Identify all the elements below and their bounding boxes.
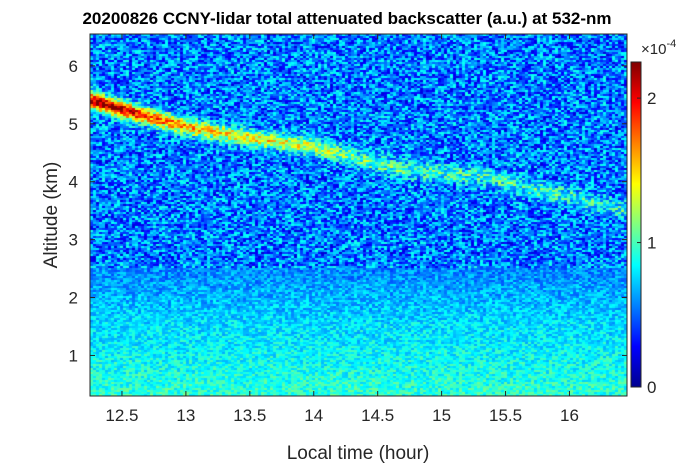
y-tick-label: 3 <box>69 231 78 250</box>
y-tick-label: 1 <box>69 346 78 365</box>
x-tick-label: 14.5 <box>361 406 394 425</box>
x-axis: 12.5 13 13.5 14 14.5 15 15.5 16 <box>105 34 579 425</box>
x-tick-label: 13.5 <box>233 406 266 425</box>
x-tick-label: 13 <box>176 406 195 425</box>
colorbar-ticks: 0 1 2 <box>637 89 656 397</box>
y-axis-label: Altitude (km) <box>41 162 62 269</box>
colorbar-multiplier: ×10-4 <box>641 38 676 58</box>
y-tick-label: 4 <box>69 173 78 192</box>
y-axis: 1 2 3 4 5 6 <box>69 57 627 365</box>
colorbar <box>630 61 642 388</box>
x-tick-label: 15.5 <box>489 406 522 425</box>
x-tick-label: 15 <box>432 406 451 425</box>
backscatter-heatmap <box>90 34 627 396</box>
x-axis-label: Local time (hour) <box>287 443 430 464</box>
colorbar-tick-label: 2 <box>647 89 656 108</box>
chart-title: 20200826 CCNY-lidar total attenuated bac… <box>82 9 611 28</box>
colorbar-tick-label: 1 <box>647 234 656 253</box>
x-tick-label: 16 <box>560 406 579 425</box>
x-tick-label: 14 <box>304 406 323 425</box>
x-tick-label: 12.5 <box>105 406 138 425</box>
heatmap-plot-area <box>90 34 627 396</box>
y-tick-label: 6 <box>69 57 78 76</box>
colorbar-tick-label: 0 <box>647 378 656 397</box>
y-tick-label: 5 <box>69 115 78 134</box>
plot-frame <box>89 33 628 397</box>
y-tick-label: 2 <box>69 289 78 308</box>
